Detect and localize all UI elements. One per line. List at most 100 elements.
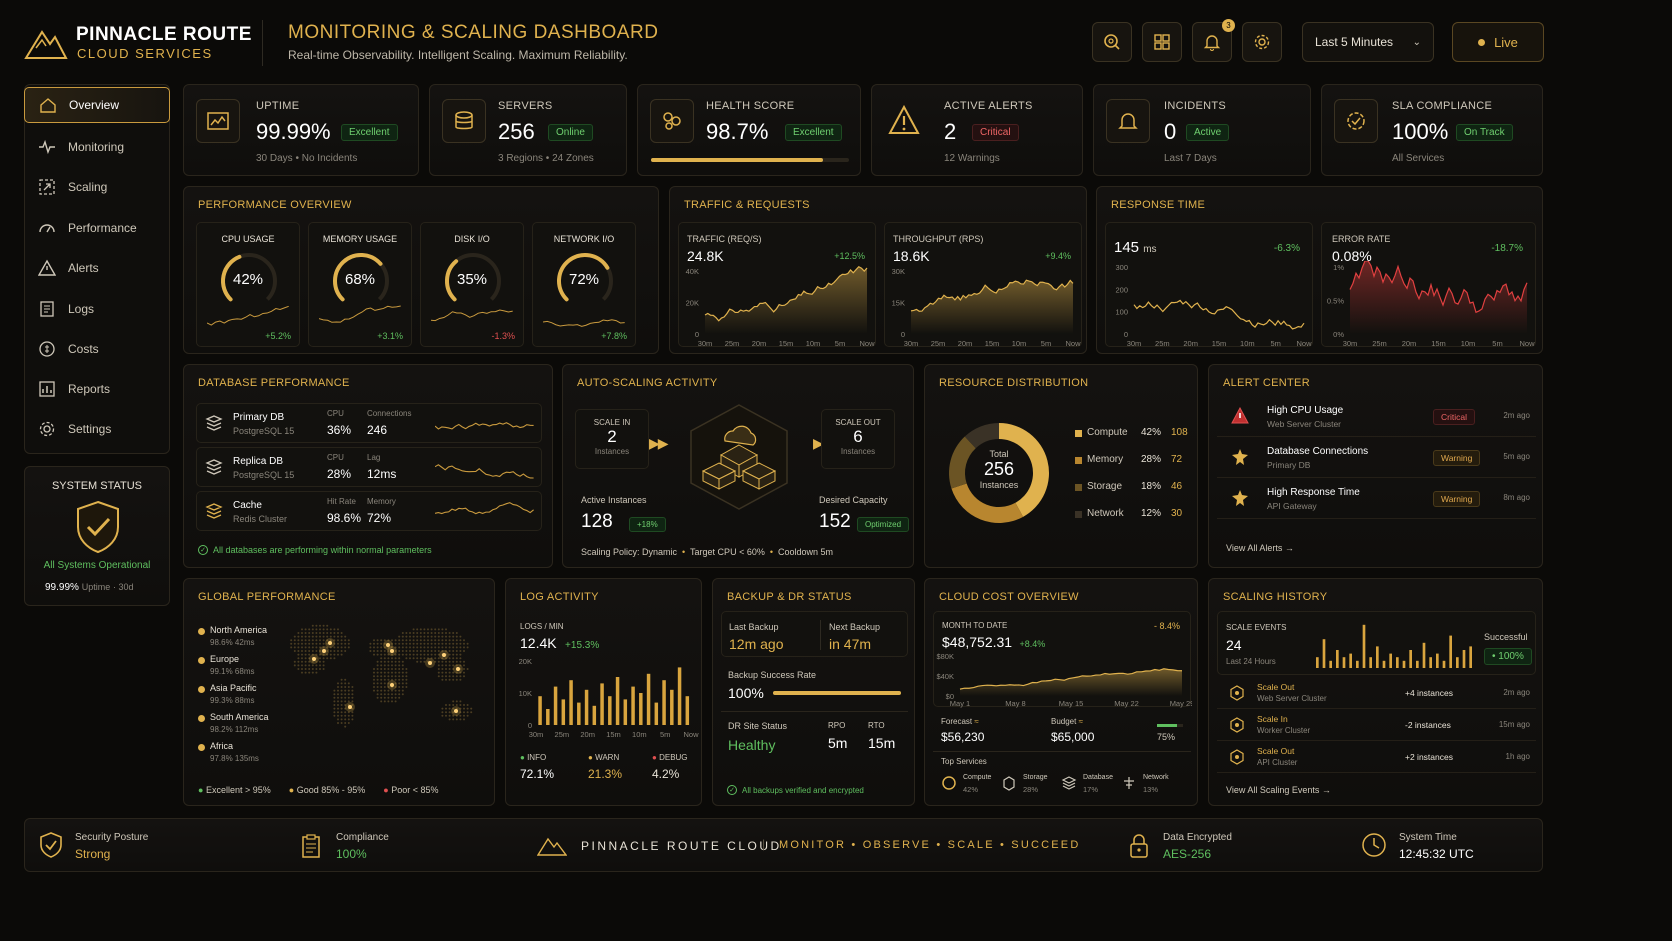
map-hotspot [456, 667, 460, 671]
map-hotspot [386, 643, 390, 647]
sidebar-item-reports[interactable]: Reports [24, 371, 170, 407]
region-dot [198, 744, 205, 751]
map-dot [448, 671, 451, 674]
kpi-badge: On Track [1456, 124, 1513, 141]
sidebar-item-performance[interactable]: Performance [24, 210, 170, 246]
map-dot [401, 686, 404, 688]
sidebar-item-label: Reports [68, 382, 111, 396]
sidebar-item-costs[interactable]: Costs [24, 331, 170, 367]
panel-title: PERFORMANCE OVERVIEW [198, 199, 352, 211]
kpi-health-score[interactable]: HEALTH SCORE 98.7% Excellent [637, 84, 861, 176]
x-tick-label: 10m [1012, 339, 1027, 348]
map-hotspot [348, 705, 352, 709]
map-dot [301, 639, 303, 642]
gauge-card-memory-usage[interactable]: MEMORY USAGE 68% +3.1% [308, 222, 412, 347]
map-dot [441, 671, 444, 674]
alert-item[interactable]: Database Connections Primary DB Warning 5m … [1217, 440, 1536, 478]
map-dot [319, 632, 321, 634]
view-all-scaling-link[interactable]: View All Scaling Events → [1226, 785, 1331, 795]
scaling-event-target: API Cluster [1257, 758, 1298, 767]
kpi-active-alerts[interactable]: ACTIVE ALERTS 2 Critical 12 Warnings [871, 84, 1083, 176]
gauge-card-network-i-o[interactable]: NETWORK I/O 72% +7.8% [532, 222, 636, 347]
map-dot [344, 707, 347, 710]
db-row[interactable]: Replica DB PostgreSQL 15 CPU 28% Lag 12ms [196, 447, 542, 487]
scaling-event-item[interactable]: Scale Out Web Server Cluster +4 instances 2… [1217, 679, 1536, 709]
map-dot [448, 660, 451, 663]
map-dot [373, 642, 375, 645]
map-dot [319, 650, 321, 652]
kpi-incidents[interactable]: INCIDENTS 0 Active Last 7 Days [1093, 84, 1311, 176]
gauge-label: NETWORK I/O [553, 234, 615, 244]
map-dot [448, 707, 451, 710]
live-button[interactable]: Live [1452, 22, 1544, 62]
map-dot [409, 650, 411, 652]
log-bar [654, 702, 659, 725]
map-dot [416, 632, 419, 634]
resource-pct: 42% [1141, 427, 1162, 438]
search-button[interactable] [1092, 22, 1132, 62]
alert-item[interactable]: High Response Time API Gateway Warning 8m a… [1217, 481, 1536, 519]
db-row[interactable]: Primary DB PostgreSQL 15 CPU 36% Connections… [196, 403, 542, 443]
y-tick-label: $80K [936, 652, 954, 661]
kpi-servers[interactable]: SERVERS 256 Online 3 Regions • 24 Zones [429, 84, 627, 176]
panel-title: RESPONSE TIME [1111, 199, 1206, 211]
map-dot [445, 675, 447, 678]
map-dot [380, 689, 383, 692]
map-dot [297, 632, 300, 634]
log-bar [584, 689, 589, 725]
sidebar-item-scaling[interactable]: Scaling [24, 169, 170, 205]
map-dot [337, 722, 339, 724]
alert-item[interactable]: High CPU Usage Web Server Cluster Critical… [1217, 399, 1536, 437]
map-dot [455, 650, 458, 652]
sidebar-item-monitoring[interactable]: Monitoring [24, 129, 170, 165]
budget-track [1157, 724, 1183, 727]
region-name: Europe [210, 654, 240, 664]
gauge-card-cpu-usage[interactable]: CPU USAGE 42% +5.2% [196, 222, 300, 347]
gauge-sparkline [207, 305, 289, 326]
view-all-alerts-link[interactable]: View All Alerts → [1226, 543, 1294, 553]
x-tick-label: May 15 [1059, 699, 1084, 708]
map-dot [369, 646, 372, 649]
map-dot [337, 714, 339, 717]
map-dot [380, 639, 383, 642]
scale-out-card[interactable]: SCALE OUT 6 Instances [821, 409, 895, 469]
map-dot [304, 632, 307, 634]
grid-view-button[interactable] [1142, 22, 1182, 62]
db-sparkline [435, 464, 534, 479]
sidebar-item-logs[interactable]: Logs [24, 291, 170, 327]
kpi-sla-compliance[interactable]: SLA COMPLIANCE 100% On Track All Service… [1321, 84, 1543, 176]
sidebar-item-settings[interactable]: Settings [24, 411, 170, 447]
notifications-button[interactable]: 3 [1192, 19, 1235, 62]
security-label: Security Posture [75, 832, 149, 843]
map-dot [333, 653, 336, 656]
map-dot [459, 635, 462, 638]
settings-button[interactable] [1242, 22, 1282, 62]
scaling-event-item[interactable]: Scale Out API Cluster +2 instances 1h ago [1217, 743, 1536, 773]
map-dot [308, 628, 311, 631]
db-row[interactable]: Cache Redis Cluster Hit Rate 98.6% Memory 72% [196, 491, 542, 531]
map-dot [398, 693, 401, 696]
map-dot [319, 628, 321, 631]
kpi-uptime[interactable]: UPTIME 99.99% Excellent 30 Days • No Inc… [183, 84, 419, 176]
scale-in-card[interactable]: SCALE IN 2 Instances [575, 409, 649, 469]
x-tick-label: 10m [1240, 339, 1255, 348]
scaling-bar [1429, 657, 1432, 668]
map-dot [347, 682, 350, 685]
gauge-card-disk-i-o[interactable]: DISK I/O 35% -1.3% [420, 222, 524, 347]
map-dot [416, 660, 419, 663]
map-dot [387, 696, 390, 699]
sidebar-item-alerts[interactable]: Alerts [24, 250, 170, 286]
map-dot [337, 689, 339, 692]
sidebar-item-overview[interactable]: Overview [24, 87, 170, 123]
map-dot [437, 675, 440, 678]
map-dot [383, 678, 386, 681]
log-bar [553, 686, 558, 725]
x-tick-label: 20m [1183, 339, 1198, 348]
time-range-select[interactable]: Last 5 Minutes ⌄ [1302, 22, 1434, 62]
map-dot [340, 653, 343, 656]
map-dot [319, 646, 321, 649]
map-dot [448, 632, 451, 634]
map-dot [373, 646, 375, 649]
scaling-event-item[interactable]: Scale In Worker Cluster -2 instances 15m ag… [1217, 711, 1536, 741]
map-dot [419, 660, 422, 663]
